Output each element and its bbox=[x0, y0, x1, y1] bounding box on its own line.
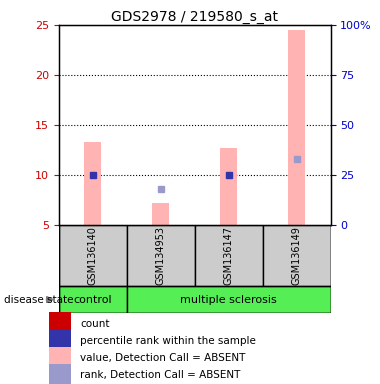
Text: rank, Detection Call = ABSENT: rank, Detection Call = ABSENT bbox=[80, 370, 241, 381]
Text: GSM134953: GSM134953 bbox=[156, 226, 166, 285]
Bar bbox=[127, 286, 331, 313]
Title: GDS2978 / 219580_s_at: GDS2978 / 219580_s_at bbox=[111, 10, 278, 24]
Text: multiple sclerosis: multiple sclerosis bbox=[180, 295, 277, 305]
Text: GSM136147: GSM136147 bbox=[224, 226, 234, 285]
Bar bbox=[59, 286, 127, 313]
Bar bbox=[127, 225, 195, 286]
Bar bbox=[49, 347, 71, 366]
Bar bbox=[152, 203, 169, 225]
Bar bbox=[288, 30, 305, 225]
Bar bbox=[49, 330, 71, 349]
Text: percentile rank within the sample: percentile rank within the sample bbox=[80, 336, 256, 346]
Text: disease state: disease state bbox=[4, 295, 73, 305]
Text: control: control bbox=[74, 295, 112, 305]
Bar bbox=[263, 225, 331, 286]
Bar bbox=[195, 225, 263, 286]
Text: GSM136140: GSM136140 bbox=[88, 226, 98, 285]
Bar bbox=[220, 148, 237, 225]
Text: value, Detection Call = ABSENT: value, Detection Call = ABSENT bbox=[80, 353, 245, 363]
Bar bbox=[59, 225, 127, 286]
Bar bbox=[84, 142, 101, 225]
Text: GSM136149: GSM136149 bbox=[291, 226, 302, 285]
Text: count: count bbox=[80, 318, 110, 329]
Bar bbox=[49, 313, 71, 332]
Bar bbox=[49, 364, 71, 384]
